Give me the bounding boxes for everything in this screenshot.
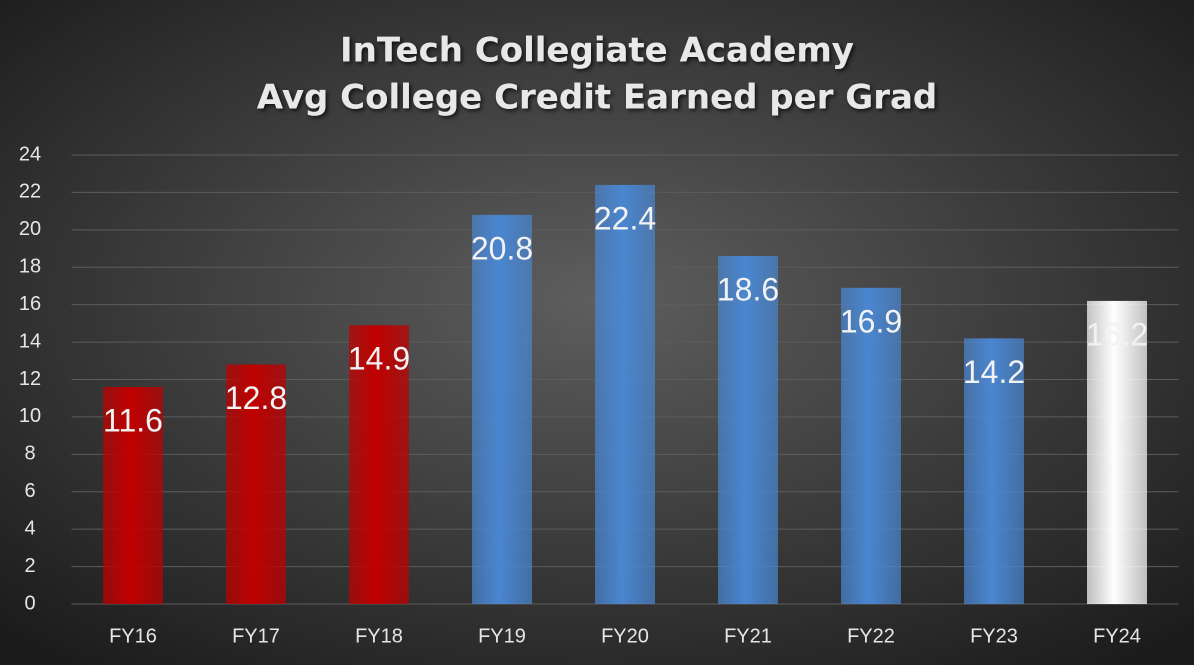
x-tick-label: FY16 xyxy=(109,625,157,647)
y-tick-label: 0 xyxy=(24,592,35,614)
x-tick-label: FY20 xyxy=(601,625,649,647)
bar xyxy=(472,214,532,604)
x-tick-label: FY17 xyxy=(232,625,280,647)
data-label: 14.2 xyxy=(963,354,1025,390)
y-tick-label: 20 xyxy=(19,218,41,240)
y-tick-label: 24 xyxy=(19,143,41,165)
bar xyxy=(595,184,655,604)
x-tick-label: FY22 xyxy=(847,625,895,647)
x-tick-label: FY23 xyxy=(970,625,1018,647)
bar xyxy=(1087,300,1147,604)
x-tick-label: FY19 xyxy=(478,625,526,647)
data-label: 11.6 xyxy=(103,402,163,438)
y-tick-label: 6 xyxy=(24,480,35,502)
bar xyxy=(841,287,901,604)
y-tick-label: 12 xyxy=(19,368,41,390)
y-tick-label: 14 xyxy=(19,330,41,352)
y-tick-label: 10 xyxy=(19,405,41,427)
data-label: 18.6 xyxy=(717,271,779,307)
chart-title: InTech Collegiate Academy xyxy=(340,31,854,71)
x-tick-label: FY21 xyxy=(724,625,772,647)
chart-subtitle: Avg College Credit Earned per Grad xyxy=(257,78,938,118)
y-tick-label: 16 xyxy=(19,293,41,315)
y-tick-label: 4 xyxy=(24,517,35,539)
y-tick-label: 2 xyxy=(24,555,35,577)
bar xyxy=(349,325,409,604)
data-label: 16.2 xyxy=(1086,316,1148,352)
x-tick-label: FY18 xyxy=(355,625,403,647)
bar xyxy=(718,256,778,604)
data-label: 14.9 xyxy=(348,341,410,377)
y-tick-label: 22 xyxy=(19,181,41,203)
x-tick-label: FY24 xyxy=(1093,625,1141,647)
data-label: 22.4 xyxy=(594,200,656,236)
y-tick-label: 18 xyxy=(19,256,41,278)
bar xyxy=(964,338,1024,604)
y-tick-label: 8 xyxy=(24,443,35,465)
bar xyxy=(226,364,286,604)
bar xyxy=(103,386,163,604)
data-label: 20.8 xyxy=(471,230,533,266)
data-label: 12.8 xyxy=(225,380,287,416)
data-label: 16.9 xyxy=(840,303,902,339)
